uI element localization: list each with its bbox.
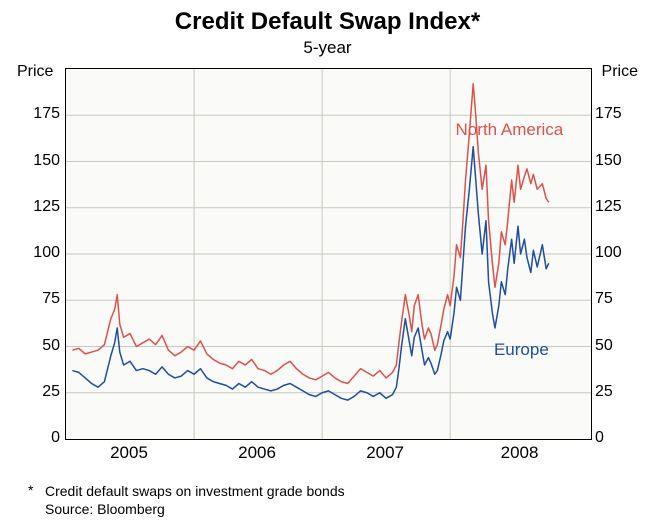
ytick-right: 125 [595, 198, 635, 216]
series-label-europe: Europe [494, 340, 549, 360]
xtick: 2006 [238, 443, 276, 463]
chart-container: Credit Default Swap Index* 5-year Price … [0, 0, 655, 527]
ytick-right: 150 [595, 152, 635, 170]
xtick: 2008 [501, 443, 539, 463]
ytick-left: 175 [20, 105, 60, 123]
ytick-right: 75 [595, 290, 635, 308]
xtick: 2005 [110, 443, 148, 463]
chart-title: Credit Default Swap Index* [0, 0, 655, 36]
ytick-left: 100 [20, 244, 60, 262]
xtick: 2007 [366, 443, 404, 463]
y-axis-label-left: Price [17, 63, 53, 81]
y-axis-label-right: Price [602, 63, 638, 81]
ytick-right: 175 [595, 105, 635, 123]
source-text: Source: Bloomberg [45, 501, 165, 517]
footnote-text: Credit default swaps on investment grade… [45, 483, 345, 499]
chart-subtitle: 5-year [0, 38, 655, 58]
ytick-right: 50 [595, 337, 635, 355]
ytick-left: 75 [20, 290, 60, 308]
ytick-left: 50 [20, 337, 60, 355]
ytick-left: 25 [20, 383, 60, 401]
ytick-right: 0 [595, 429, 635, 447]
ytick-left: 125 [20, 198, 60, 216]
ytick-right: 100 [595, 244, 635, 262]
ytick-left: 0 [20, 429, 60, 447]
ytick-left: 150 [20, 152, 60, 170]
ytick-right: 25 [595, 383, 635, 401]
series-line-europe [72, 147, 548, 400]
footnote-marker: * [28, 482, 33, 498]
series-label-north-america: North America [456, 120, 564, 140]
chart-area: Price Price 0255075100125150175 02550751… [65, 68, 590, 438]
